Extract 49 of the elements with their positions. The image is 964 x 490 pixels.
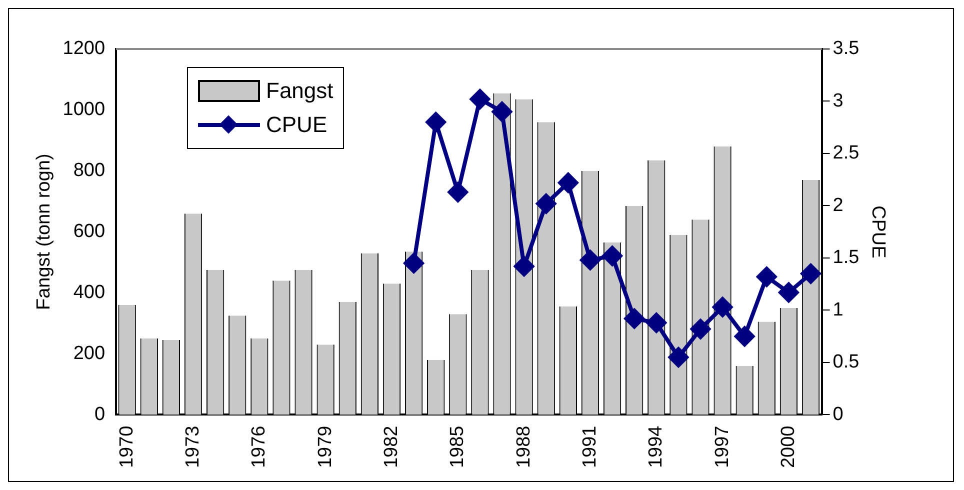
point <box>602 246 622 266</box>
y2-tick-label: 0 <box>832 404 844 425</box>
y2-tick-label: 3 <box>832 90 844 112</box>
point <box>470 89 490 110</box>
y2-tick-label: 1.5 <box>832 247 860 268</box>
point <box>646 312 666 333</box>
y2-tick-label: 2.5 <box>832 142 860 164</box>
y2-tick-label: 3.5 <box>832 38 860 60</box>
point <box>668 347 688 368</box>
legend-label: CPUE <box>266 112 328 138</box>
x-tick-label: 1988 <box>513 426 534 468</box>
y-axis-title: Fangst (tonn rogn) <box>34 154 55 310</box>
point <box>734 326 755 346</box>
legend-label: Fangst <box>266 78 334 104</box>
point <box>690 319 710 340</box>
x-tick-label: 1982 <box>380 426 402 468</box>
x-tick-label: 1979 <box>314 426 336 468</box>
point <box>712 297 733 318</box>
point <box>514 256 534 276</box>
y2-axis-title: CPUE <box>867 205 888 258</box>
x-tick-label: 1976 <box>248 426 270 468</box>
point <box>558 172 578 193</box>
point <box>404 253 424 274</box>
y-tick-label: 400 <box>73 282 106 304</box>
point <box>580 250 600 270</box>
point <box>426 112 446 132</box>
x-tick-label: 1997 <box>712 426 733 468</box>
y-tick-label: 800 <box>73 160 106 182</box>
point <box>756 266 777 287</box>
y-tick-label: 200 <box>73 343 106 364</box>
x-tick-label: 1985 <box>447 426 468 468</box>
point <box>778 282 799 302</box>
point <box>624 308 644 329</box>
y2-tick-label: 1 <box>832 299 844 320</box>
y-tick-label: 1000 <box>62 99 106 120</box>
y2-tick-label: 2 <box>832 194 844 216</box>
y-tick-label: 1200 <box>62 38 106 60</box>
point <box>448 182 468 202</box>
x-tick-label: 2000 <box>778 426 799 468</box>
x-tick-label: 1970 <box>116 426 138 468</box>
point <box>800 264 821 284</box>
x-tick-label: 1973 <box>182 426 204 468</box>
point <box>536 194 556 214</box>
x-tick-label: 1994 <box>646 425 667 468</box>
y2-tick-label: 0.5 <box>832 352 860 373</box>
x-tick-label: 1991 <box>579 426 600 468</box>
y-tick-label: 0 <box>94 404 106 425</box>
point <box>492 102 512 122</box>
y-tick-label: 600 <box>73 221 106 242</box>
